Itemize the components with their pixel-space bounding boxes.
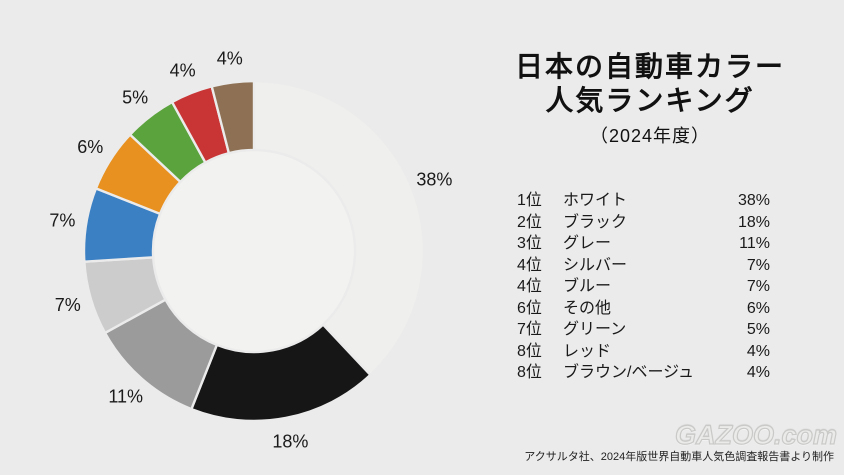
ranking-percent: 7%	[746, 256, 770, 274]
ranking-percent: 4%	[746, 364, 770, 381]
ranking-percent: 38%	[737, 192, 770, 209]
gazoo-logo: GAZOO.com	[674, 419, 837, 450]
ranking-color-name: ブルー	[563, 278, 612, 295]
ranking-percent: 7%	[746, 278, 770, 295]
ranking-rank: 6位	[517, 299, 542, 317]
ranking-color-name: その他	[563, 299, 612, 317]
ranking-percent: 18%	[737, 213, 770, 231]
ranking-percent: 11%	[739, 235, 770, 252]
donut-segments: 38% 18% 11% 7% 7% 6% 5% 4% 4%	[49, 49, 452, 452]
ranking-rank: 4位	[517, 256, 542, 274]
segment-percent-label: 5%	[122, 88, 148, 108]
ranking-rank: 8位	[517, 342, 542, 360]
ranking-row: 2位 ブラック 18%	[517, 208, 770, 231]
ranking-color-name: シルバー	[563, 256, 628, 274]
ranking-percent: 4%	[746, 342, 770, 360]
ranking-percent: 5%	[746, 321, 770, 338]
ranking-row: 8位 ブラウン/ベージュ 4%	[517, 358, 770, 381]
ranking-rank: 2位	[517, 213, 542, 231]
donut-hole	[152, 149, 356, 353]
title-subtitle: （2024年度）	[589, 126, 711, 147]
info-panel: 日本の自動車カラー 人気ランキング （2024年度） 1位 ホワイト 38% 2位 ブラ…	[460, 0, 840, 475]
ranking-row: 3位 グレー 11%	[517, 229, 770, 252]
donut-segment-9-ブラウン/ベージュ	[210, 79, 256, 155]
segment-percent-label: 6%	[77, 137, 103, 157]
donut-segment-1-ホワイト	[252, 79, 426, 377]
title-line1: 日本の自動車カラー	[514, 51, 785, 82]
ranking-color-name: レッド	[563, 342, 612, 360]
ranking-color-name: ホワイト	[563, 192, 628, 209]
segment-percent-label: 38%	[416, 170, 452, 190]
ranking-row: 6位 その他 6%	[517, 294, 770, 317]
source-note: アクサルタ社、2024年版世界自動車人気色調査報告書より制作	[524, 451, 834, 463]
ranking-row: 7位 グリーン 5%	[517, 315, 770, 338]
segment-percent-label: 4%	[170, 61, 196, 81]
ranking-rank: 4位	[517, 278, 542, 295]
ranking-rank: 7位	[517, 321, 542, 338]
ranking-rank: 8位	[517, 364, 542, 381]
segment-percent-label: 11%	[108, 387, 143, 407]
ranking-list: 1位 ホワイト 38% 2位 ブラック 18% 3位 グレー 11% 4位 シルバー 7% 4位 ブルー 7…	[517, 186, 770, 381]
ranking-rank: 3位	[517, 235, 542, 252]
segment-percent-label: 4%	[217, 49, 243, 69]
ranking-row: 8位 レッド 4%	[517, 337, 770, 360]
ranking-row: 4位 シルバー 7%	[517, 251, 770, 274]
ranking-color-name: グレー	[563, 235, 612, 252]
donut-chart: 38% 18% 11% 7% 7% 6% 5% 4% 4%	[49, 49, 452, 452]
ranking-color-name: ブラック	[563, 213, 628, 231]
ranking-percent: 6%	[746, 299, 770, 317]
segment-percent-label: 7%	[55, 295, 81, 315]
segment-percent-label: 18%	[272, 432, 308, 452]
segment-percent-label: 7%	[49, 211, 75, 231]
title-line2: 人気ランキング	[545, 84, 755, 116]
ranking-rank: 1位	[517, 192, 542, 209]
ranking-color-name: グリーン	[563, 321, 627, 338]
page-title: 日本の自動車カラー 人気ランキング	[460, 50, 840, 117]
ranking-row: 1位 ホワイト 38%	[517, 186, 770, 209]
ranking-color-name: ブラウン/ベージュ	[563, 364, 695, 381]
ranking-row: 4位 ブルー 7%	[517, 272, 770, 295]
